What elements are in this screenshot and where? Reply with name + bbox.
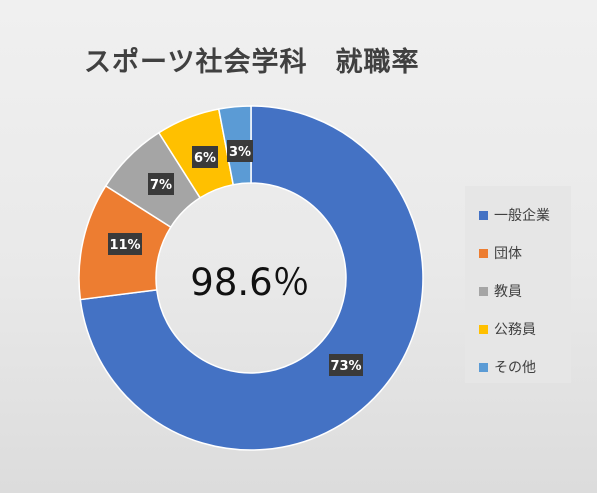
legend: 一般企業団体教員公務員その他: [465, 186, 571, 383]
legend-label: 教員: [494, 284, 522, 300]
legend-swatch: [479, 362, 488, 372]
data-label-2: 7%: [148, 173, 174, 195]
legend-swatch: [479, 210, 488, 220]
legend-swatch: [479, 248, 488, 258]
legend-label: 公務員: [494, 322, 536, 338]
svg-text:7%: 7%: [150, 178, 172, 193]
legend-item-3: 公務員: [479, 310, 571, 348]
svg-text:11%: 11%: [109, 238, 140, 253]
legend-item-4: その他: [479, 348, 571, 386]
svg-text:3%: 3%: [229, 145, 251, 160]
data-label-0: 73%: [329, 354, 363, 376]
svg-text:6%: 6%: [194, 151, 216, 166]
legend-item-2: 教員: [479, 272, 571, 310]
data-label-1: 11%: [108, 233, 142, 255]
chart-title: スポーツ社会学科 就職率: [84, 47, 420, 78]
svg-text:73%: 73%: [330, 359, 361, 374]
legend-label: その他: [494, 360, 536, 376]
legend-item-1: 団体: [479, 234, 571, 272]
legend-item-0: 一般企業: [479, 196, 571, 234]
data-label-3: 6%: [192, 146, 218, 168]
legend-swatch: [479, 286, 488, 296]
center-label: 98.6％: [190, 261, 310, 304]
legend-swatch: [479, 324, 488, 334]
data-label-4: 3%: [227, 140, 253, 162]
legend-label: 団体: [494, 246, 522, 262]
legend-label: 一般企業: [494, 208, 550, 224]
